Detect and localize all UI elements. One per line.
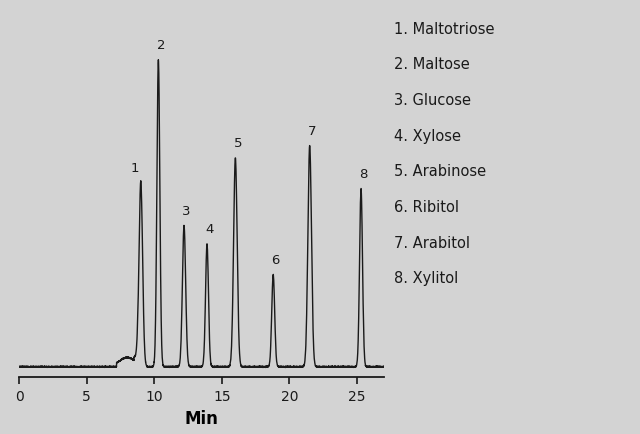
Text: 3: 3 [182, 204, 191, 217]
Text: 8. Xylitol: 8. Xylitol [394, 271, 458, 286]
Text: 5. Arabinose: 5. Arabinose [394, 164, 486, 179]
Text: 7: 7 [308, 125, 316, 138]
Text: 4. Xylose: 4. Xylose [394, 128, 461, 143]
Text: 4: 4 [205, 223, 214, 236]
Text: 5: 5 [234, 137, 242, 150]
Text: 8: 8 [359, 168, 367, 181]
Text: 2. Maltose: 2. Maltose [394, 57, 469, 72]
Text: 6. Ribitol: 6. Ribitol [394, 200, 459, 214]
Text: 1: 1 [131, 161, 139, 174]
Text: 2: 2 [157, 39, 165, 52]
Text: 1. Maltotriose: 1. Maltotriose [394, 22, 494, 36]
Text: 3. Glucose: 3. Glucose [394, 93, 470, 108]
Text: 7. Arabitol: 7. Arabitol [394, 235, 470, 250]
Text: 6: 6 [271, 253, 280, 266]
X-axis label: Min: Min [185, 409, 218, 427]
